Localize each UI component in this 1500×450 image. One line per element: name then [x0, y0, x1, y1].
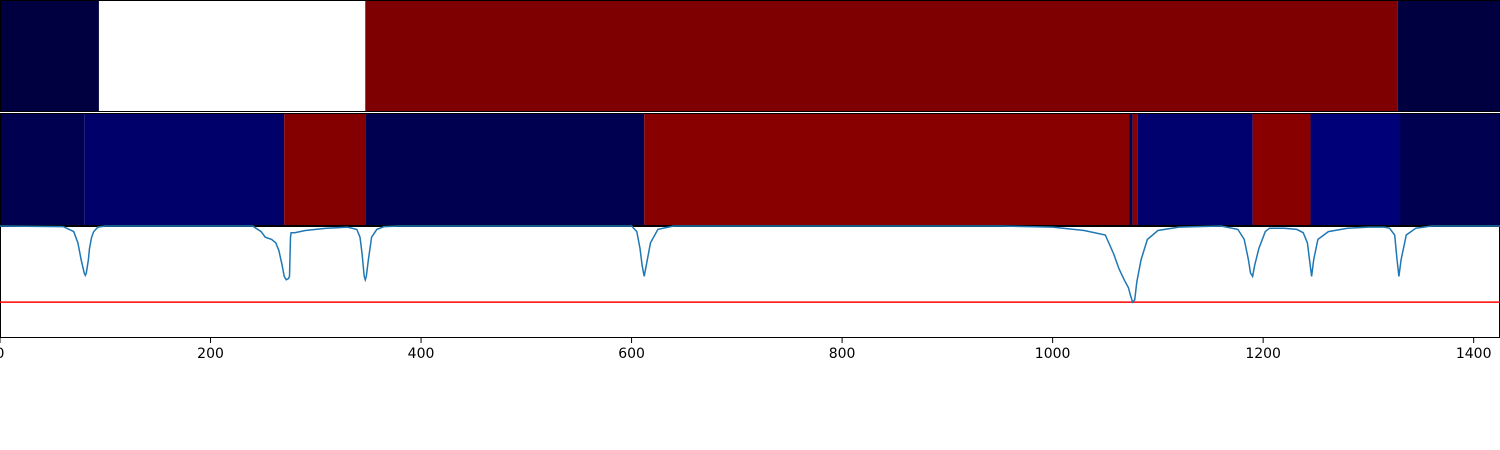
line-plot-panel	[0, 225, 1500, 338]
heatmap-segment	[0, 113, 85, 226]
heatmap-segment	[1252, 113, 1311, 226]
series-line	[0, 225, 1500, 304]
heatmap-panel-top	[0, 0, 1500, 112]
x-tick-label: 400	[408, 346, 435, 362]
heatmap-segment	[365, 0, 1398, 112]
panel-frame	[0, 226, 1500, 338]
heatmap-panel-middle	[0, 113, 1500, 226]
heatmap-segment	[365, 113, 645, 226]
heatmap-segment	[1132, 113, 1138, 226]
heatmap-segment	[1137, 113, 1253, 226]
heatmap-segment	[1310, 113, 1400, 226]
heatmap-segment	[644, 113, 1130, 226]
x-tick-label: 800	[829, 346, 856, 362]
x-tick-label: 1000	[1035, 346, 1071, 362]
heatmap-segment	[0, 0, 99, 112]
x-tick-label: 1200	[1245, 346, 1281, 362]
x-tick-label: 0	[0, 346, 4, 362]
heatmap-segment	[1397, 0, 1500, 112]
heatmap-segment	[1129, 113, 1133, 226]
x-tick-label: 200	[197, 346, 224, 362]
x-axis: 0 200 400 600 800 1000 1200 1400	[0, 338, 1492, 362]
x-tick-label: 600	[618, 346, 645, 362]
heatmap-segment	[284, 113, 366, 226]
heatmap-segment	[1400, 113, 1500, 226]
heatmap-segment	[84, 113, 285, 226]
heatmap-segment	[98, 0, 366, 112]
x-tick-label: 1400	[1456, 346, 1492, 362]
